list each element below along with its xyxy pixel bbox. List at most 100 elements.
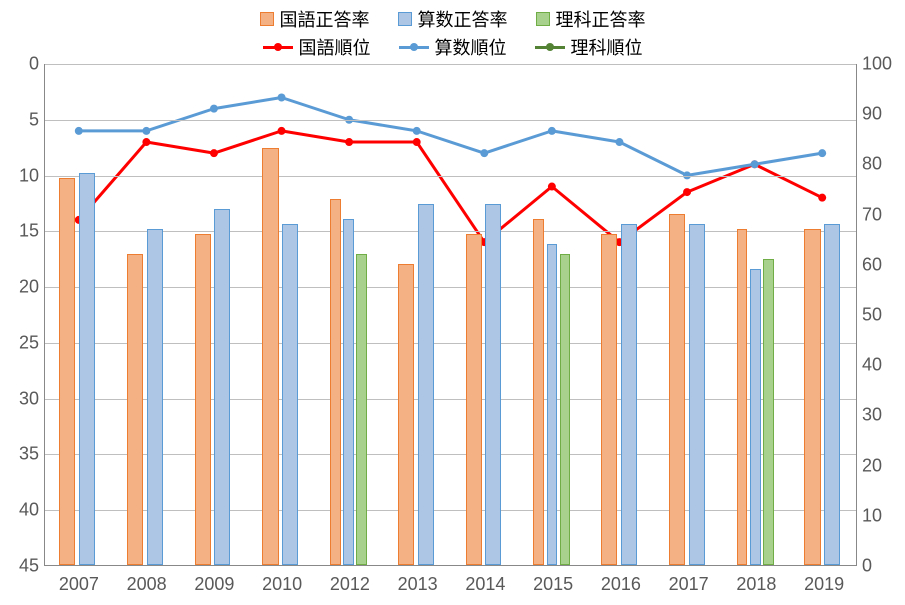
bar [356,254,367,565]
legend-swatch-line [399,40,429,54]
y-right-tick-label: 20 [862,455,902,476]
bar [485,204,501,565]
x-tick-label: 2018 [736,574,776,595]
y-left-tick-label: 15 [0,221,39,242]
y-left-tick-label: 35 [0,444,39,465]
y-left-tick-label: 25 [0,332,39,353]
bar [763,259,774,565]
line-marker [413,127,421,135]
y-left-tick-label: 10 [0,165,39,186]
y-right-tick-label: 10 [862,505,902,526]
bar [262,148,278,565]
y-right-tick-label: 70 [862,204,902,225]
line-marker [278,94,286,102]
bar [533,219,544,565]
x-tick-label: 2016 [601,574,641,595]
x-tick-label: 2013 [398,574,438,595]
chart-container: 国語正答率算数正答率理科正答率 国語順位算数順位理科順位 05101520253… [0,0,905,605]
bar [737,229,748,565]
legend-label: 算数順位 [435,34,507,60]
line-marker [683,188,691,196]
x-tick-label: 2008 [127,574,167,595]
y-right-tick-label: 30 [862,405,902,426]
legend-label: 国語順位 [299,34,371,60]
bar [195,234,211,565]
line-series [79,131,822,242]
y-right-tick-label: 60 [862,254,902,275]
line-marker [548,183,556,191]
line-marker [210,149,218,157]
legend-item: 算数正答率 [398,6,508,32]
bar [669,214,685,565]
legend-swatch-line [535,40,565,54]
bar [330,199,341,565]
bar [560,254,571,565]
bar [621,224,637,565]
line-marker [480,149,488,157]
line-marker [142,138,150,146]
legend-label: 算数正答率 [418,6,508,32]
legend-label: 理科順位 [571,34,643,60]
y-right-tick-label: 80 [862,154,902,175]
bar [750,269,761,565]
legend-label: 理科正答率 [556,6,646,32]
y-left-tick-label: 40 [0,500,39,521]
x-tick-label: 2014 [465,574,505,595]
line-marker [413,138,421,146]
line-marker [75,127,83,135]
line-marker [818,149,826,157]
line-marker [278,127,286,135]
bar [824,224,840,565]
bar [282,224,298,565]
legend-item: 理科順位 [535,34,643,60]
line-marker [142,127,150,135]
line-series [79,98,822,176]
bar [689,224,705,565]
legend-swatch-box [536,12,550,26]
bar [466,234,482,565]
x-tick-label: 2017 [669,574,709,595]
bar [147,229,163,565]
y-right-tick-label: 40 [862,355,902,376]
bar [547,244,558,565]
line-series-layer [45,64,856,565]
bar [59,178,75,565]
legend-item: 国語順位 [263,34,371,60]
y-right-tick-label: 100 [862,54,902,75]
legend-item: 算数順位 [399,34,507,60]
y-left-tick-label: 30 [0,388,39,409]
line-marker [615,138,623,146]
legend-item: 国語正答率 [260,6,370,32]
bar [127,254,143,565]
bar [398,264,414,565]
chart-legend: 国語正答率 算数正答率 理科正答率 国語順位 算数順位 理科順位 [0,6,905,62]
line-marker [210,105,218,113]
x-tick-label: 2007 [59,574,99,595]
y-right-tick-label: 90 [862,104,902,125]
line-marker [345,138,353,146]
y-right-tick-label: 50 [862,305,902,326]
x-tick-label: 2019 [804,574,844,595]
line-marker [751,160,759,168]
bar [418,204,434,565]
x-tick-label: 2012 [330,574,370,595]
legend-swatch-box [398,12,412,26]
bar [804,229,820,565]
y-left-tick-label: 45 [0,556,39,577]
y-right-tick-label: 0 [862,556,902,577]
y-left-tick-label: 0 [0,54,39,75]
y-left-tick-label: 5 [0,109,39,130]
legend-swatch-box [260,12,274,26]
line-marker [548,127,556,135]
bar [343,219,354,565]
legend-swatch-line [263,40,293,54]
x-tick-label: 2009 [194,574,234,595]
y-left-tick-label: 20 [0,277,39,298]
legend-item: 理科正答率 [536,6,646,32]
line-marker [818,194,826,202]
x-tick-label: 2015 [533,574,573,595]
bar [214,209,230,565]
bar [79,173,95,565]
x-tick-label: 2010 [262,574,302,595]
plot-area: 0510152025303540450102030405060708090100… [44,64,857,566]
